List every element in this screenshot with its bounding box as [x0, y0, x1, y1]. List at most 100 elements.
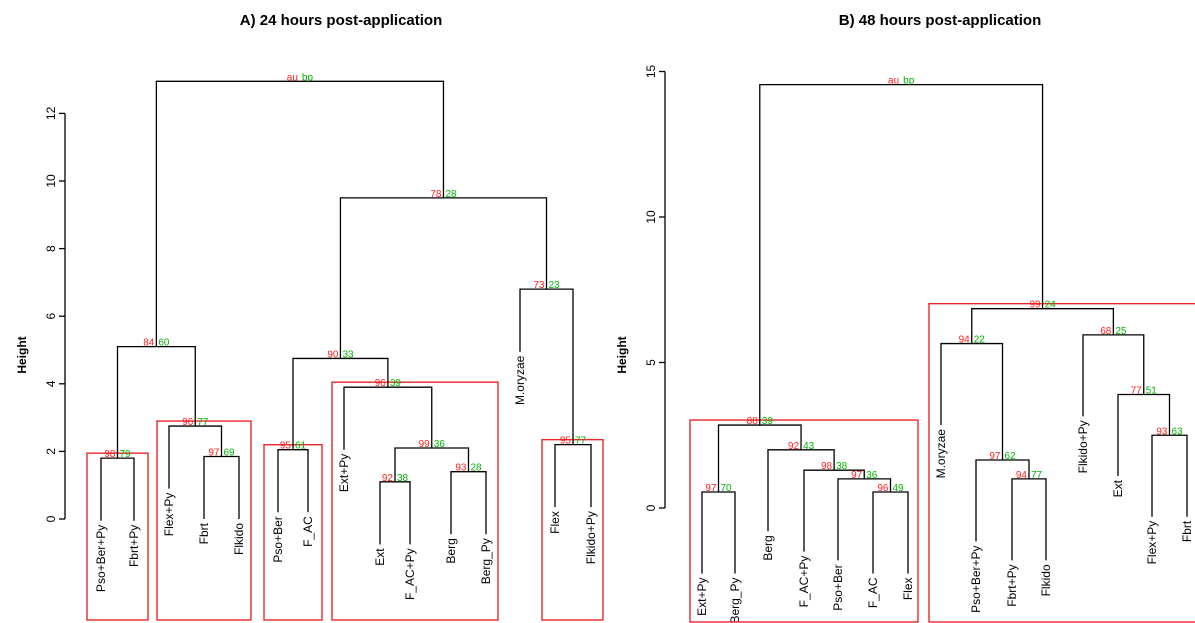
- panel-a-cluster-box: [156, 420, 252, 621]
- panel-a-cluster-box: [331, 381, 499, 621]
- panel-b-bp-value: bp: [903, 76, 915, 87]
- panel-a-au-value: 95: [280, 441, 292, 452]
- panel-a-y-tick-label: 6: [44, 313, 58, 320]
- panel-a-bp-value: 69: [224, 447, 236, 458]
- panel-a-bp-value: 77: [575, 436, 587, 447]
- panel-b-branch: [717, 424, 802, 492]
- panel-a-branch: [277, 449, 309, 513]
- panel-b-au-value: 98: [821, 461, 833, 472]
- panel-a-au-value: 99: [419, 439, 431, 450]
- panel-b-leaf-label: Flkido: [1039, 564, 1053, 596]
- panel-a-bp-value: 61: [295, 441, 307, 452]
- panel-b-leaf-label: Flex+Py: [1145, 521, 1159, 565]
- panel-a-au-value: au: [287, 72, 298, 83]
- panel-b-leaf-label: Berg: [761, 535, 775, 560]
- panel-b-au-value: 97: [851, 470, 863, 481]
- panel-a-leaf-label: Fbrt: [197, 522, 211, 544]
- panel-b-branch: [1151, 434, 1188, 517]
- panel-b-bp-value: 70: [721, 483, 733, 494]
- panel-a-au-value: 96: [375, 378, 387, 389]
- panel-a-bp-value: 77: [197, 417, 209, 428]
- panel-b-leaf-label: Ext: [1111, 479, 1125, 497]
- panel-b-leaf-label: Fbrt: [1180, 520, 1194, 542]
- panel-a-branch: [379, 481, 411, 545]
- panel-b-bp-value: 36: [866, 470, 878, 481]
- panel-a-leaf-label: Flex+Py: [162, 493, 176, 537]
- panel-b-leaf-label: M.oryzae: [934, 429, 948, 479]
- panel-a-title: A) 24 hours post-application: [240, 12, 443, 29]
- panel-a-bp-value: 28: [471, 463, 483, 474]
- panel-a-y-tick-label: 12: [44, 106, 58, 120]
- panel-a-y-tick-label: 4: [44, 380, 58, 387]
- panel-a-branch: [100, 457, 135, 521]
- panel-b-cluster-box: [689, 419, 919, 623]
- panel-b-branch: [872, 491, 909, 574]
- panel-b-bp-value: 39: [762, 416, 774, 427]
- panel-a-branch: [554, 443, 592, 508]
- panel-b-au-value: 97: [705, 483, 717, 494]
- panel-b-leaf-label: Flkido+Py: [1076, 420, 1090, 473]
- panel-b-au-value: au: [888, 76, 899, 87]
- panel-a-y-tick-label: 10: [44, 174, 58, 188]
- panel-b-bp-value: 22: [974, 335, 986, 346]
- panel-a-leaf-label: Berg_Py: [479, 538, 493, 584]
- panel-a-au-value: 84: [143, 338, 155, 349]
- panel-a-leaf-label: Pso+Ber+Py: [94, 525, 108, 592]
- panel-b-bp-value: 77: [1031, 470, 1043, 481]
- panel-b-48-hours: B) 48 hours post-application Height 0 5 10…: [615, 12, 1195, 623]
- panel-b-leaf-label: Flex: [901, 577, 915, 600]
- panel-b-bp-value: 49: [893, 483, 905, 494]
- panel-b-au-value: 88: [747, 416, 759, 427]
- panel-a-au-value: 95: [560, 436, 572, 447]
- panel-a-24-hours: A) 24 hours post-application Height 0 2 4 6…: [15, 12, 604, 621]
- panel-b-bp-value: 38: [836, 461, 848, 472]
- panel-a-bp-value: bp: [302, 72, 314, 83]
- panel-b-branch: [803, 469, 865, 552]
- panel-b-au-value: 97: [989, 451, 1001, 462]
- panel-a-au-value: 96: [182, 417, 194, 428]
- panel-b-au-value: 77: [1131, 386, 1143, 397]
- panel-b-y-axis-label: Height: [615, 336, 629, 373]
- panel-a-branch: [292, 357, 389, 450]
- panel-b-branch: [1011, 478, 1047, 561]
- panel-b-au-value: 96: [877, 483, 889, 494]
- panel-b-leaf-label: Berg_Py: [728, 577, 742, 623]
- panel-a-bp-value: 28: [445, 189, 457, 200]
- panel-a-au-value: 90: [327, 349, 339, 360]
- panel-a-leaf-label: Flkido: [232, 523, 246, 555]
- panel-b-bp-value: 62: [1005, 451, 1017, 462]
- panel-a-au-value: 92: [382, 473, 394, 484]
- panel-b-bp-value: 63: [1172, 426, 1184, 437]
- panel-b-au-value: 68: [1100, 326, 1112, 337]
- panel-b-leaf-label: Ext+Py: [695, 577, 709, 615]
- panel-a-leaf-label: Berg: [444, 538, 458, 563]
- panel-a-y-axis-label: Height: [15, 336, 29, 373]
- panel-b-au-value: 94: [1016, 470, 1028, 481]
- panel-b-leaf-label: Fbrt+Py: [1005, 564, 1019, 606]
- panel-b-leaf-label: Pso+Ber: [831, 564, 845, 610]
- panel-a-branch: [203, 455, 240, 519]
- panel-a-au-value: 97: [208, 447, 220, 458]
- panel-b-branch: [701, 491, 736, 574]
- panel-b-cluster-box: [928, 302, 1195, 623]
- panel-a-leaf-label: F_AC: [301, 516, 315, 547]
- panel-a-au-value: 78: [430, 189, 442, 200]
- panel-b-au-value: 99: [1029, 300, 1041, 311]
- panel-b-y-tick-label: 0: [644, 504, 658, 511]
- panel-a-au-value: 98: [104, 449, 116, 460]
- panel-a-y-tick-label: 8: [44, 245, 58, 252]
- panel-a-leaf-label: Pso+Ber: [271, 516, 285, 562]
- panel-a-bp-value: 60: [158, 338, 170, 349]
- panel-b-leaf-label: F_AC: [866, 577, 880, 608]
- panel-a-leaf-label: Flex: [548, 511, 562, 534]
- panel-b-leaf-label: F_AC+Py: [797, 556, 811, 608]
- panel-a-branch: [155, 80, 445, 347]
- panel-a-bp-value: 36: [434, 439, 446, 450]
- panel-a-y-tick-label: 2: [44, 448, 58, 455]
- panel-a-leaf-label: Ext: [373, 548, 387, 566]
- panel-b-branch: [1082, 334, 1145, 417]
- panel-b-bp-value: 51: [1146, 386, 1158, 397]
- panel-b-au-value: 92: [788, 441, 800, 452]
- panel-a-leaf-label: Ext+Py: [337, 454, 351, 492]
- panel-b-title: B) 48 hours post-application: [839, 12, 1042, 29]
